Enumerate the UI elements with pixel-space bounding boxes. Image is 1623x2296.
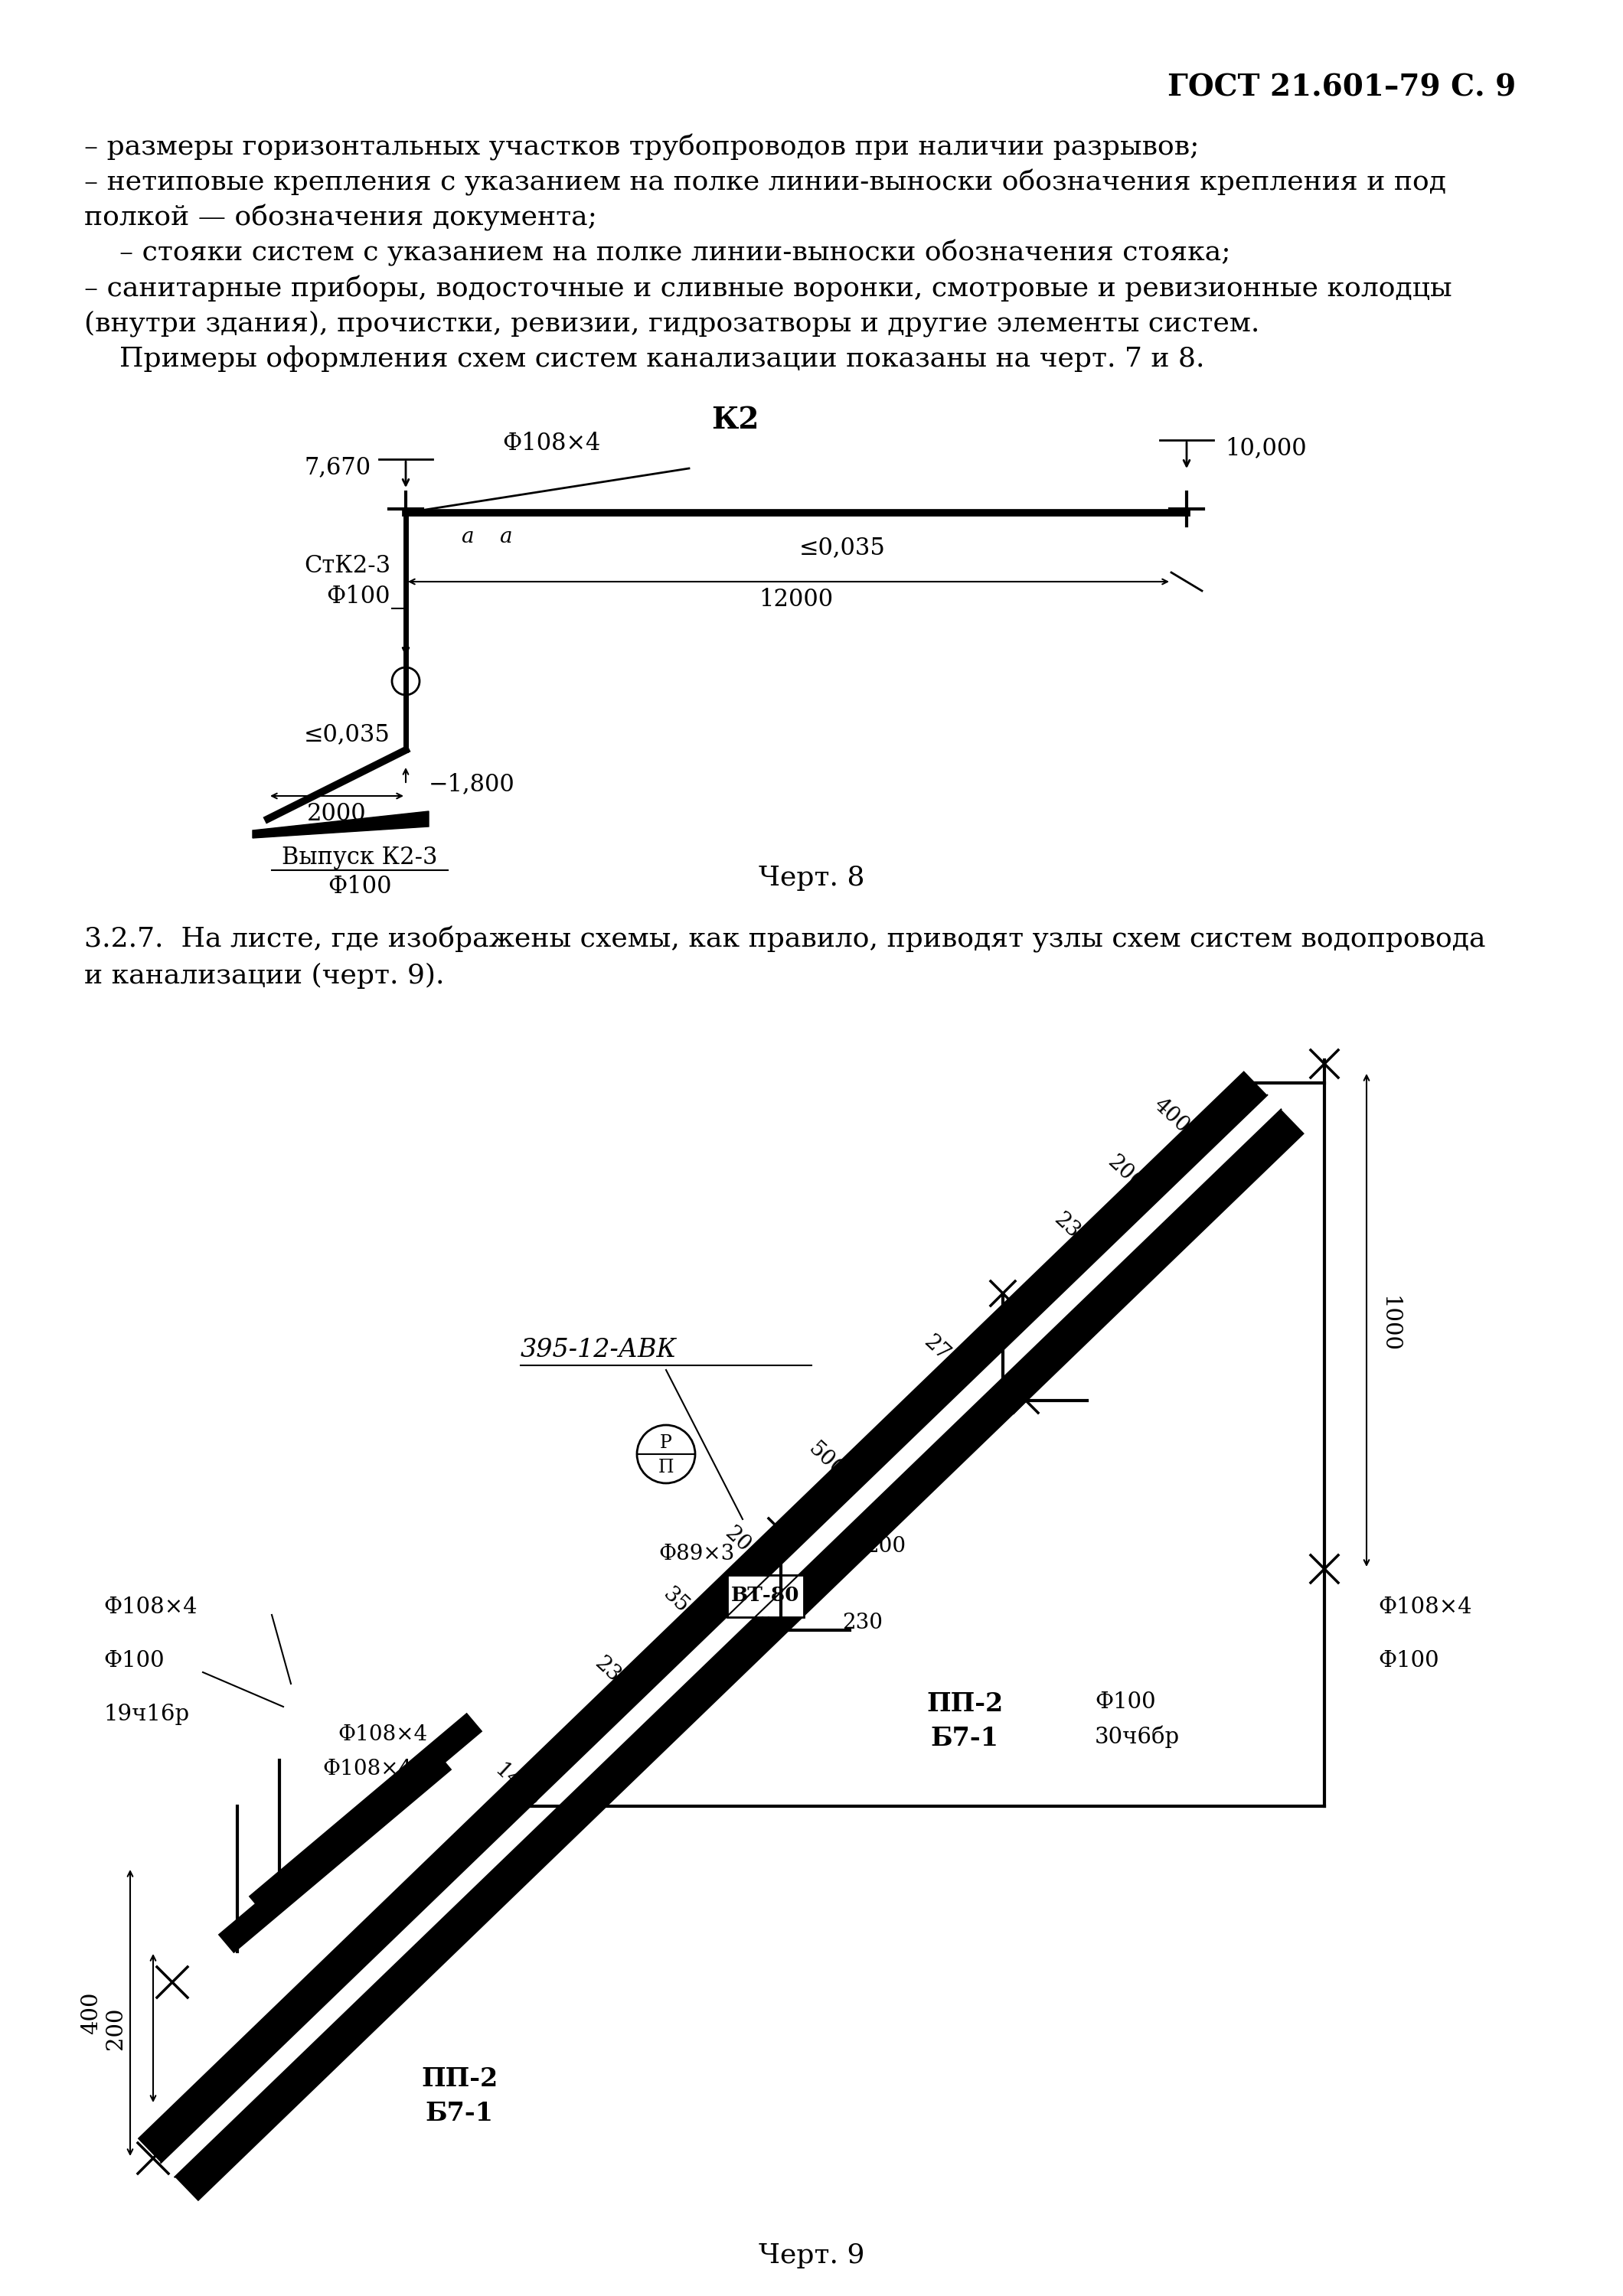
Text: СтК2-3: СтК2-3 [304, 556, 391, 579]
Text: 2715: 2715 [919, 1332, 974, 1384]
Text: 1485: 1485 [490, 1761, 544, 1812]
Text: 7,670: 7,670 [305, 455, 372, 480]
Text: (внутри здания), прочистки, ревизии, гидрозатворы и другие элементы систем.: (внутри здания), прочистки, ревизии, гид… [84, 310, 1259, 338]
Text: Р: Р [661, 1433, 672, 1451]
Text: 230: 230 [1050, 1210, 1094, 1251]
Text: – размеры горизонтальных участков трубопроводов при наличии разрывов;: – размеры горизонтальных участков трубоп… [84, 133, 1199, 161]
Text: 3.2.7.  На листе, где изображены схемы, как правило, приводят узлы схем систем в: 3.2.7. На листе, где изображены схемы, к… [84, 925, 1485, 953]
Text: Ф108×4: Ф108×4 [502, 432, 601, 455]
Text: Ф108×4: Ф108×4 [104, 1596, 198, 1619]
Polygon shape [175, 1109, 1305, 2202]
Text: Черт. 8: Черт. 8 [758, 866, 865, 891]
Text: 1000: 1000 [1378, 1295, 1399, 1352]
Text: 200: 200 [105, 2007, 127, 2050]
Text: ≤0,035: ≤0,035 [304, 723, 391, 746]
Text: Ф100: Ф100 [1096, 1692, 1156, 1713]
Text: −1,800: −1,800 [428, 771, 514, 797]
Text: 400: 400 [81, 1991, 102, 2034]
Text: Б7-1: Б7-1 [930, 1727, 998, 1752]
Text: Ф108×4: Ф108×4 [1378, 1596, 1472, 1619]
Text: Ф108×4: Ф108×4 [323, 1759, 412, 1779]
Text: 395-12-АВК: 395-12-АВК [521, 1339, 677, 1362]
Text: Б7-1: Б7-1 [425, 2101, 493, 2126]
Polygon shape [253, 810, 428, 838]
Text: 2000: 2000 [307, 801, 367, 827]
Text: – нетиповые крепления с указанием на полке линии-выноски обозначения крепления и: – нетиповые крепления с указанием на пол… [84, 170, 1446, 195]
Text: а: а [498, 526, 511, 546]
Text: 10,000: 10,000 [1225, 436, 1307, 459]
Text: 400: 400 [1149, 1095, 1193, 1137]
Text: Ф89×3: Ф89×3 [659, 1543, 735, 1564]
Polygon shape [217, 1752, 451, 1954]
Text: ВТ-80: ВТ-80 [732, 1587, 800, 1605]
Text: Ф100: Ф100 [104, 1651, 164, 1671]
Text: полкой — обозначения документа;: полкой — обозначения документа; [84, 204, 597, 232]
Text: Ф100: Ф100 [1378, 1651, 1440, 1671]
Polygon shape [248, 1713, 482, 1915]
Text: ПП-2: ПП-2 [420, 2066, 498, 2092]
Text: Черт. 9: Черт. 9 [758, 2243, 865, 2268]
Text: 200: 200 [1104, 1153, 1147, 1194]
Text: – стояки систем с указанием на полке линии-выноски обозначения стояка;: – стояки систем с указанием на полке лин… [84, 239, 1230, 266]
Text: П: П [659, 1460, 674, 1476]
Polygon shape [138, 1070, 1268, 2163]
Text: а: а [461, 526, 474, 546]
Text: 12000: 12000 [760, 588, 833, 611]
Text: и канализации (черт. 9).: и канализации (черт. 9). [84, 962, 445, 990]
Text: Ф100: Ф100 [326, 585, 391, 608]
Text: Выпуск К2-3: Выпуск К2-3 [282, 845, 438, 870]
Text: ≤0,035: ≤0,035 [799, 535, 885, 560]
Text: 500: 500 [805, 1440, 849, 1481]
Text: 19ч16р: 19ч16р [104, 1704, 190, 1724]
Text: ПП-2: ПП-2 [927, 1692, 1003, 1717]
Text: 230: 230 [842, 1612, 883, 1632]
Text: Примеры оформления схем систем канализации показаны на черт. 7 и 8.: Примеры оформления схем систем канализац… [84, 344, 1204, 372]
Text: Ф100: Ф100 [328, 875, 391, 898]
Text: 205: 205 [721, 1522, 764, 1566]
Text: 230: 230 [591, 1653, 635, 1697]
Text: 30ч6бр: 30ч6бр [1096, 1727, 1180, 1750]
Text: 350: 350 [659, 1584, 703, 1628]
Text: 200: 200 [865, 1536, 906, 1557]
Text: – санитарные приборы, водосточные и сливные воронки, смотровые и ревизионные кол: – санитарные приборы, водосточные и слив… [84, 276, 1453, 301]
Text: ГОСТ 21.601–79 С. 9: ГОСТ 21.601–79 С. 9 [1167, 73, 1516, 101]
Text: Ф108×4: Ф108×4 [338, 1724, 427, 1745]
Bar [727, 1575, 803, 1616]
Text: К2: К2 [711, 406, 760, 434]
